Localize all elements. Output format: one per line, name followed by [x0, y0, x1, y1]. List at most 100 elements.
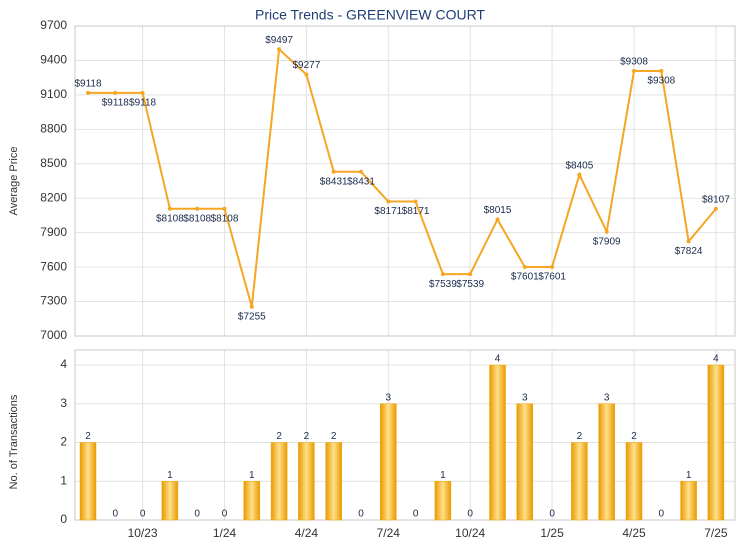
- value-label: $7601: [511, 272, 539, 283]
- y-tick-label: 7000: [40, 328, 67, 342]
- bar: [380, 403, 397, 521]
- y-tick-label: 9700: [40, 18, 67, 32]
- x-tick-label: 4/25: [622, 526, 646, 540]
- value-label: $8107: [702, 195, 730, 206]
- y-tick-label: 2: [60, 435, 67, 449]
- price-point: [140, 90, 145, 95]
- price-point: [167, 206, 172, 211]
- price-point: [222, 206, 227, 211]
- value-label: $8171: [374, 206, 402, 217]
- bar: [325, 442, 342, 521]
- value-label: 4: [495, 354, 501, 365]
- price-point: [386, 199, 391, 204]
- value-label: $7824: [675, 246, 703, 257]
- bar: [571, 442, 588, 521]
- value-label: $9497: [265, 35, 293, 46]
- bar: [516, 403, 534, 521]
- bar: [489, 364, 506, 521]
- value-label: $7255: [238, 311, 266, 322]
- value-label: 3: [522, 392, 528, 403]
- bar: [598, 403, 615, 521]
- y-tick-label: 7900: [40, 225, 67, 239]
- value-label: 2: [304, 431, 310, 442]
- value-label: 1: [167, 470, 173, 481]
- value-label: 0: [113, 509, 119, 520]
- price-point: [604, 229, 609, 234]
- price-point: [277, 47, 282, 52]
- value-label: $9308: [647, 76, 675, 87]
- price-point: [468, 272, 473, 277]
- value-label: $9118: [129, 97, 157, 108]
- price-point: [495, 217, 500, 222]
- bar: [270, 442, 288, 521]
- y-tick-label: 4: [60, 357, 67, 371]
- price-point: [195, 206, 200, 211]
- value-label: $8431: [320, 176, 348, 187]
- y-tick-label: 1: [60, 473, 67, 487]
- price-line: [88, 47, 717, 307]
- price-point: [331, 169, 336, 174]
- value-label: 0: [549, 509, 555, 520]
- y-tick-label: 7300: [40, 294, 67, 308]
- price-point: [113, 90, 118, 95]
- value-label: 0: [140, 509, 146, 520]
- price-point: [359, 169, 363, 174]
- chart-title: Price Trends - GREENVIEW COURT: [255, 7, 485, 23]
- value-label: 0: [659, 509, 665, 520]
- value-label: $8108: [183, 213, 211, 224]
- value-label: 1: [440, 470, 446, 481]
- value-label: $9118: [74, 78, 102, 89]
- value-label: $7539: [429, 279, 457, 290]
- bar: [79, 442, 97, 521]
- value-label: 1: [686, 470, 692, 481]
- bar: [298, 442, 315, 521]
- y-tick-label: 8500: [40, 156, 67, 170]
- value-label: 2: [276, 431, 282, 442]
- x-tick-label: 10/24: [455, 526, 485, 540]
- value-label: $7601: [538, 272, 566, 283]
- y-axis-label: Average Price: [8, 147, 20, 216]
- value-label: 4: [713, 354, 719, 365]
- price-point: [522, 264, 527, 269]
- value-label: $8108: [156, 213, 184, 224]
- y-tick-label: 0: [60, 512, 67, 526]
- plot-frame: [74, 349, 736, 521]
- value-label: 0: [413, 509, 419, 520]
- value-label: 2: [85, 431, 91, 442]
- y-tick-label: 9400: [40, 53, 67, 67]
- value-label: 3: [604, 392, 610, 403]
- price-point: [659, 69, 664, 74]
- y-tick-label: 8800: [40, 122, 67, 136]
- y-tick-label: 8200: [40, 190, 67, 204]
- value-label: 3: [386, 392, 392, 403]
- plot-frame: [74, 25, 736, 337]
- price-point: [632, 69, 636, 74]
- price-point: [413, 199, 418, 204]
- price-point: [249, 304, 254, 309]
- value-label: $8015: [484, 205, 512, 216]
- value-label: $9308: [620, 57, 648, 68]
- bar: [243, 481, 261, 521]
- x-tick-label: 4/24: [295, 526, 319, 540]
- bar: [434, 481, 452, 521]
- value-label: 2: [631, 431, 637, 442]
- y-tick-label: 9100: [40, 87, 67, 101]
- y-tick-label: 7600: [40, 259, 67, 273]
- bar: [625, 442, 643, 521]
- price-point: [304, 72, 309, 77]
- value-label: 0: [467, 509, 473, 520]
- bar: [680, 481, 697, 521]
- value-label: 0: [222, 509, 228, 520]
- value-label: 2: [577, 431, 583, 442]
- y-tick-label: 3: [60, 396, 67, 410]
- value-label: $8431: [347, 176, 375, 187]
- value-label: 2: [331, 431, 337, 442]
- x-tick-label: 1/24: [213, 526, 237, 540]
- y-axis-label: No. of Transactions: [8, 394, 20, 489]
- price-point: [86, 90, 90, 95]
- value-label: $8171: [402, 206, 430, 217]
- value-label: 1: [249, 470, 255, 481]
- x-tick-label: 7/25: [704, 526, 728, 540]
- bar: [161, 481, 179, 521]
